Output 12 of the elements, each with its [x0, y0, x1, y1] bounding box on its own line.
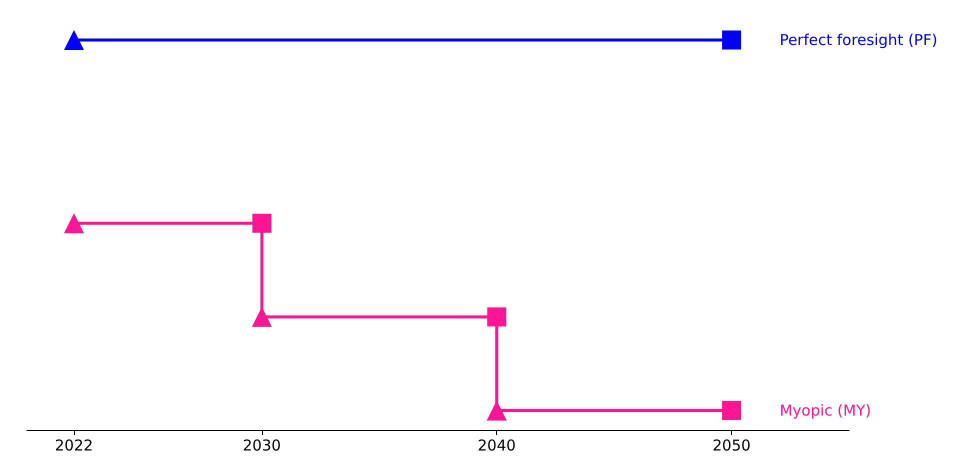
point	[64, 213, 84, 234]
point	[722, 30, 742, 50]
point	[64, 30, 84, 50]
point	[487, 307, 506, 326]
x-tick-label: 2040	[478, 436, 516, 454]
text: Myopic (MY)	[780, 402, 872, 420]
point	[722, 401, 742, 420]
x-tick-label: 2022	[54, 436, 94, 454]
text: Perfect foresight (PF)	[780, 31, 938, 49]
x-tick-label: 2030	[242, 436, 281, 454]
point	[252, 214, 272, 233]
x-tick-label: 2050	[712, 436, 751, 454]
